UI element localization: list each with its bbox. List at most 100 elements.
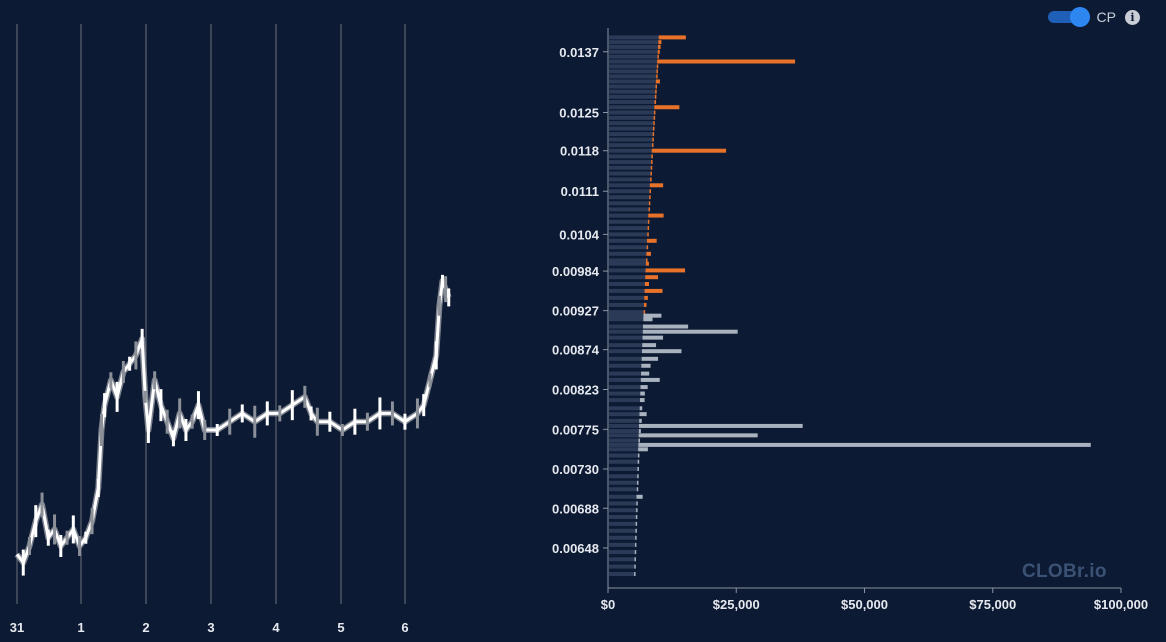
toggle-knob <box>1069 7 1090 27</box>
cumulative-bar <box>609 398 640 403</box>
y-tick-label: 0.0104 <box>559 227 600 242</box>
info-icon[interactable]: i <box>1125 9 1140 25</box>
cumulative-bar <box>609 84 656 89</box>
bid-bar <box>641 371 650 376</box>
cumulative-bar <box>609 508 637 513</box>
ask-bar <box>651 160 653 165</box>
bid-bar <box>640 385 648 390</box>
cumulative-bar <box>609 447 639 452</box>
ask-bar <box>645 275 659 280</box>
cumulative-bar <box>609 275 646 280</box>
bid-bar <box>635 521 638 526</box>
cumulative-bar <box>609 335 643 340</box>
cumulative-bar <box>609 324 643 329</box>
y-tick-label: 0.0125 <box>559 106 599 121</box>
x-tick-label: 6 <box>401 620 408 635</box>
cumulative-bar <box>609 74 657 79</box>
ask-bar <box>655 79 660 84</box>
bid-bar <box>636 501 638 506</box>
x-tick-label: $0 <box>601 597 615 612</box>
ask-bar <box>648 207 651 212</box>
cumulative-bar <box>609 110 654 115</box>
ask-bar <box>654 94 657 99</box>
ask-bar <box>653 121 655 126</box>
ask-bar <box>656 69 658 74</box>
price-series-line <box>15 279 451 565</box>
cumulative-bar <box>609 377 641 382</box>
ask-bar <box>657 54 659 59</box>
cp-toggle[interactable] <box>1047 7 1090 27</box>
bid-bar <box>638 438 641 443</box>
x-tick-label: 31 <box>10 620 24 635</box>
ask-bar <box>645 261 649 266</box>
y-tick-label: 0.00730 <box>552 462 599 477</box>
bid-bar <box>635 528 637 533</box>
cumulative-bar <box>609 391 641 396</box>
cumulative-bar <box>609 44 659 49</box>
cumulative-bar <box>609 317 644 322</box>
cumulative-bar <box>609 54 658 59</box>
cumulative-bar <box>609 207 649 212</box>
cumulative-bar <box>609 572 635 577</box>
cumulative-bar <box>609 245 647 250</box>
cumulative-bar <box>609 329 643 334</box>
cumulative-bar <box>609 49 658 54</box>
cumulative-bar <box>609 94 655 99</box>
bid-bar <box>641 363 651 368</box>
cumulative-bar <box>609 406 640 411</box>
cumulative-bar <box>609 310 644 315</box>
cumulative-bar <box>609 105 655 110</box>
cumulative-bar <box>609 528 636 533</box>
ask-bar <box>656 64 659 69</box>
cumulative-bar <box>609 302 644 307</box>
cumulative-bar <box>609 501 637 506</box>
ask-bar <box>647 232 649 237</box>
x-tick-label: 5 <box>337 620 344 635</box>
ask-bar <box>657 49 660 54</box>
bid-bar <box>637 474 639 479</box>
ask-bar <box>651 154 653 159</box>
cumulative-bar <box>609 148 652 153</box>
ask-bar <box>644 295 648 300</box>
cumulative-bar <box>609 429 639 434</box>
cumulative-bar <box>609 433 639 438</box>
bid-bar <box>638 433 758 438</box>
bid-bar <box>634 557 637 562</box>
cumulative-bar <box>609 59 658 64</box>
cumulative-bar <box>609 356 642 361</box>
cumulative-bar <box>609 494 637 499</box>
ask-bar <box>652 132 655 137</box>
cumulative-bar <box>609 64 657 69</box>
y-tick-label: 0.00984 <box>552 264 600 279</box>
cumulative-bar <box>609 115 654 120</box>
ask-bar <box>658 35 686 40</box>
bid-bar <box>642 335 664 340</box>
ask-bar <box>654 99 657 104</box>
cumulative-bar <box>609 268 646 273</box>
bid-bar <box>634 564 636 569</box>
x-tick-label: $50,000 <box>841 597 888 612</box>
bid-bar <box>634 572 636 577</box>
bid-bar <box>638 429 641 434</box>
cumulative-bar <box>609 371 642 376</box>
bid-bar <box>638 442 1091 447</box>
ask-bar <box>650 177 652 182</box>
cumulative-bar <box>609 288 645 293</box>
cumulative-bar <box>609 343 643 348</box>
x-tick-label: 3 <box>207 620 214 635</box>
cumulative-bar <box>609 550 635 555</box>
ask-bar <box>648 213 664 218</box>
cumulative-bar <box>609 466 638 471</box>
cumulative-bar <box>609 177 651 182</box>
cumulative-bar <box>609 514 636 519</box>
ask-bar <box>647 226 650 231</box>
cp-label: CP <box>1096 9 1116 25</box>
cumulative-bar <box>609 126 653 131</box>
cumulative-bar <box>609 165 651 170</box>
bid-bar <box>639 418 642 423</box>
ask-bar <box>654 105 680 110</box>
cumulative-bar <box>609 261 646 266</box>
bid-bar <box>637 453 640 458</box>
ask-bar <box>644 288 663 293</box>
